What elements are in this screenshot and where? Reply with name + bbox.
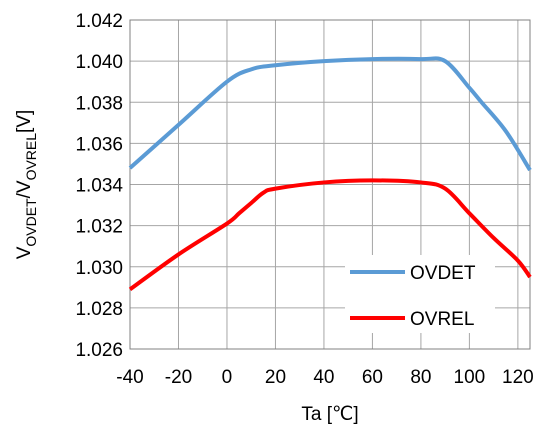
y-title-part-unit: [V]: [14, 110, 35, 133]
series-line-ovdet: [128, 56, 532, 172]
x-tick-label-4: 40: [313, 367, 334, 388]
y-title-part-main: V: [14, 246, 35, 259]
y-tick-label-6: 1.038: [75, 93, 123, 114]
y-tick-label-8: 1.042: [75, 11, 123, 32]
x-tick-label-0: -40: [116, 367, 143, 388]
y-tick-label-0: 1.026: [75, 340, 123, 361]
plot-area-frame: [129, 19, 531, 350]
legend-label-ovrel: OVREL: [410, 309, 474, 330]
y-tick-label-4: 1.034: [75, 176, 123, 197]
x-axis-title: Ta [℃]: [301, 404, 358, 425]
y-title-sub-ovrel: OVREL: [23, 133, 39, 181]
y-title-sub-ovdet: OVDET: [23, 198, 39, 247]
x-tick-label-6: 80: [410, 367, 431, 388]
y-tick-label-2: 1.030: [75, 258, 123, 279]
x-tick-label-5: 60: [362, 367, 383, 388]
y-tick-label-5: 1.036: [75, 134, 123, 155]
x-tick-label-8: 120: [502, 367, 534, 388]
y-axis-tick-labels: 1.026 1.028 1.030 1.032 1.034 1.036 1.038 1.040…: [75, 11, 123, 361]
legend: OVDET OVREL: [345, 255, 495, 333]
y-tick-label-1: 1.028: [75, 299, 123, 320]
x-tick-label-7: 100: [454, 367, 486, 388]
x-tick-label-2: 0: [222, 367, 233, 388]
data-series: [128, 56, 532, 291]
y-tick-label-3: 1.032: [75, 217, 123, 238]
x-axis-tick-labels: -40 -20 0 20 40 60 80 100 120: [116, 367, 533, 388]
series-line-ovrel: [128, 178, 532, 291]
y-title-part-slash: /V: [14, 180, 35, 198]
x-tick-label-1: -20: [165, 367, 192, 388]
y-axis-title: VOVDET/VOVREL[V]: [14, 110, 39, 260]
x-tick-label-3: 20: [265, 367, 286, 388]
legend-label-ovdet: OVDET: [410, 263, 476, 284]
y-tick-label-7: 1.040: [75, 52, 123, 73]
